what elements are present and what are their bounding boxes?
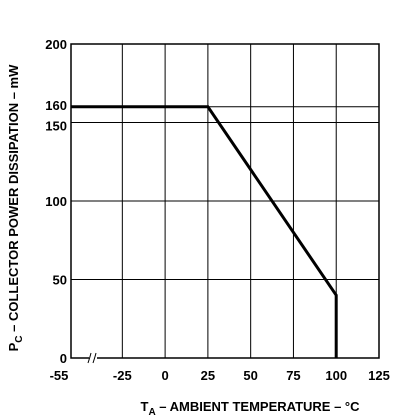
y-tick-label: 160 <box>45 98 67 113</box>
x-tick-label: 125 <box>368 368 390 383</box>
x-tick-label: -25 <box>113 368 132 383</box>
x-axis-label: TA – AMBIENT TEMPERATURE – °C <box>140 399 360 417</box>
plot-frame <box>70 43 380 359</box>
axis-break-marker <box>87 352 97 364</box>
grid <box>71 44 379 358</box>
x-tick-label: 75 <box>286 368 300 383</box>
y-tick-labels: 0 50 100 150 160 200 <box>45 37 67 366</box>
x-tick-label: -55 <box>50 368 69 383</box>
x-axis-label-rest: – AMBIENT TEMPERATURE – °C <box>156 399 360 414</box>
y-axis-label-main: P <box>6 342 21 351</box>
series-line-1 <box>71 105 338 358</box>
y-axis-label-rest: – COLLECTOR POWER DISSIPATION – mW <box>6 64 21 336</box>
x-tick-label: 100 <box>325 368 347 383</box>
y-tick-label: 150 <box>45 119 67 134</box>
y-tick-label: 100 <box>45 194 67 209</box>
x-tick-label: 25 <box>201 368 215 383</box>
y-tick-label: 200 <box>45 37 67 52</box>
x-tick-labels: -55 -25 0 25 50 75 100 125 <box>50 368 390 383</box>
axis-break-gap <box>89 352 97 364</box>
y-tick-label: 50 <box>53 273 67 288</box>
y-axis-label-sub: C <box>14 335 25 342</box>
axis-break-mark <box>87 352 97 364</box>
x-axis-label-main: T <box>140 399 148 414</box>
y-axis-label: PC – COLLECTOR POWER DISSIPATION – mW <box>6 64 25 351</box>
x-tick-label: 50 <box>243 368 257 383</box>
series-layer <box>71 105 338 358</box>
x-axis-label-sub: A <box>148 407 155 417</box>
y-tick-label: 0 <box>60 351 67 366</box>
x-tick-label: 0 <box>161 368 168 383</box>
